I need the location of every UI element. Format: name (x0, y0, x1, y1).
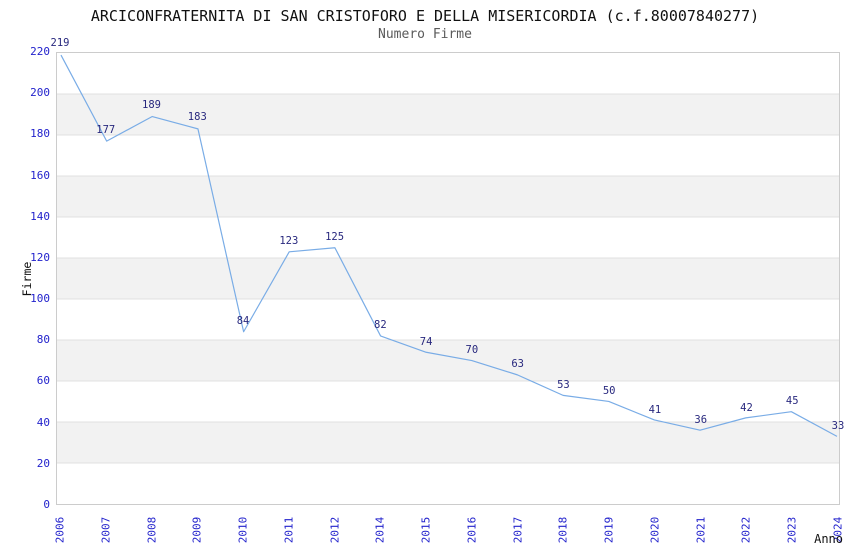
y-tick-label: 160 (30, 168, 50, 182)
plot-canvas (57, 54, 839, 464)
y-tick-label: 200 (30, 86, 50, 100)
y-tick-label: 20 (36, 456, 50, 470)
y-tick-label: 140 (30, 209, 50, 223)
background-band (57, 258, 839, 299)
x-tick-label: 2018 (556, 516, 570, 544)
data-point-label: 42 (740, 401, 753, 414)
x-tick-label: 2016 (465, 516, 479, 544)
data-point-label: 82 (374, 319, 387, 332)
x-tick-label: 2015 (419, 516, 433, 544)
data-point-label: 45 (785, 395, 799, 408)
y-tick-label: 60 (36, 374, 50, 388)
data-point-label: 63 (511, 358, 524, 371)
data-point-label: 123 (279, 234, 299, 247)
x-tick-label: 2020 (648, 516, 662, 544)
data-point-label: 84 (236, 315, 250, 328)
data-point-label: 70 (465, 343, 479, 356)
data-point-label: 50 (602, 385, 616, 398)
y-tick-label: 120 (30, 250, 50, 264)
x-tick-label: 2012 (328, 516, 342, 544)
plot-area (56, 52, 840, 505)
data-point-label: 219 (50, 37, 70, 50)
x-tick-label: 2010 (236, 516, 250, 544)
chart-subtitle: Numero Firme (378, 27, 472, 42)
x-tick-label: 2023 (785, 516, 799, 544)
x-tick-label: 2019 (602, 516, 616, 544)
series-line (60, 54, 838, 437)
data-point-label: 33 (831, 420, 845, 433)
data-point-label: 125 (325, 230, 345, 243)
y-axis-title: Firme (20, 261, 34, 297)
x-tick-label: 2011 (282, 516, 296, 544)
y-tick-label: 80 (36, 333, 50, 347)
data-point-label: 177 (96, 123, 116, 136)
data-point-label: 53 (557, 378, 570, 391)
background-band (57, 340, 839, 381)
y-tick-label: 100 (30, 292, 50, 306)
data-point-label: 183 (187, 111, 207, 124)
x-tick-label: 2009 (190, 516, 204, 544)
x-tick-label: 2022 (739, 516, 753, 544)
x-tick-label: 2017 (511, 516, 525, 544)
background-band (57, 94, 839, 135)
data-point-label: 189 (142, 98, 161, 111)
x-tick-label: 2014 (373, 516, 387, 544)
x-tick-label: 2007 (99, 516, 113, 544)
y-tick-label: 40 (36, 415, 50, 429)
x-tick-label: 2008 (145, 516, 159, 544)
x-axis-title: Anno (814, 532, 843, 546)
data-point-label: 41 (648, 403, 662, 416)
data-point-label: 74 (419, 335, 433, 348)
background-band (57, 422, 839, 463)
background-band (57, 176, 839, 217)
chart-title: ARCICONFRATERNITA DI SAN CRISTOFORO E DE… (90, 7, 760, 25)
y-tick-label: 180 (30, 127, 50, 141)
y-tick-label: 0 (43, 498, 50, 511)
y-tick-label: 220 (30, 45, 50, 58)
x-tick-label: 2006 (53, 516, 67, 544)
data-point-label: 36 (694, 413, 708, 426)
x-tick-label: 2021 (694, 516, 708, 544)
